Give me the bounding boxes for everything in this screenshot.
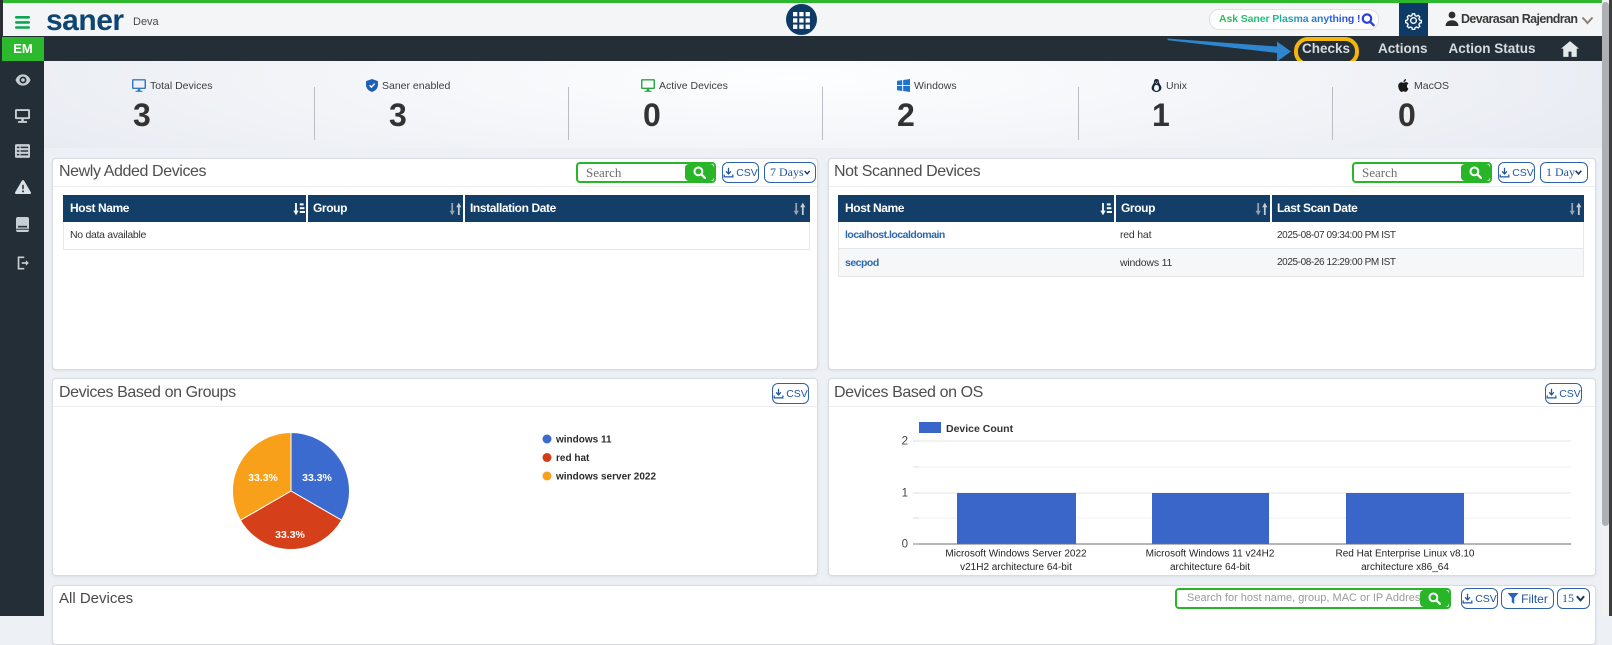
svg-text:architecture x86_64: architecture x86_64 — [1361, 562, 1449, 573]
svg-text:Microsoft Windows 11 v24H2: Microsoft Windows 11 v24H2 — [1146, 549, 1275, 560]
svg-text:33.3%: 33.3% — [248, 472, 278, 484]
svg-text:windows server 2022: windows server 2022 — [555, 472, 656, 483]
svg-text:architecture 64-bit: architecture 64-bit — [1170, 562, 1250, 573]
svg-text:red hat: red hat — [556, 453, 590, 464]
svg-text:Device Count: Device Count — [946, 423, 1014, 435]
svg-text:windows 11: windows 11 — [555, 435, 612, 446]
svg-text:33.3%: 33.3% — [275, 529, 305, 541]
svg-text:2: 2 — [902, 436, 908, 448]
svg-text:33.3%: 33.3% — [302, 472, 332, 484]
svg-text:Microsoft Windows Server 2022: Microsoft Windows Server 2022 — [945, 549, 1087, 560]
svg-text:v21H2 architecture 64-bit: v21H2 architecture 64-bit — [960, 562, 1072, 573]
svg-text:0: 0 — [902, 539, 908, 551]
svg-text:Red Hat Enterprise Linux v8.10: Red Hat Enterprise Linux v8.10 — [1336, 549, 1475, 560]
svg-text:1: 1 — [902, 488, 908, 500]
